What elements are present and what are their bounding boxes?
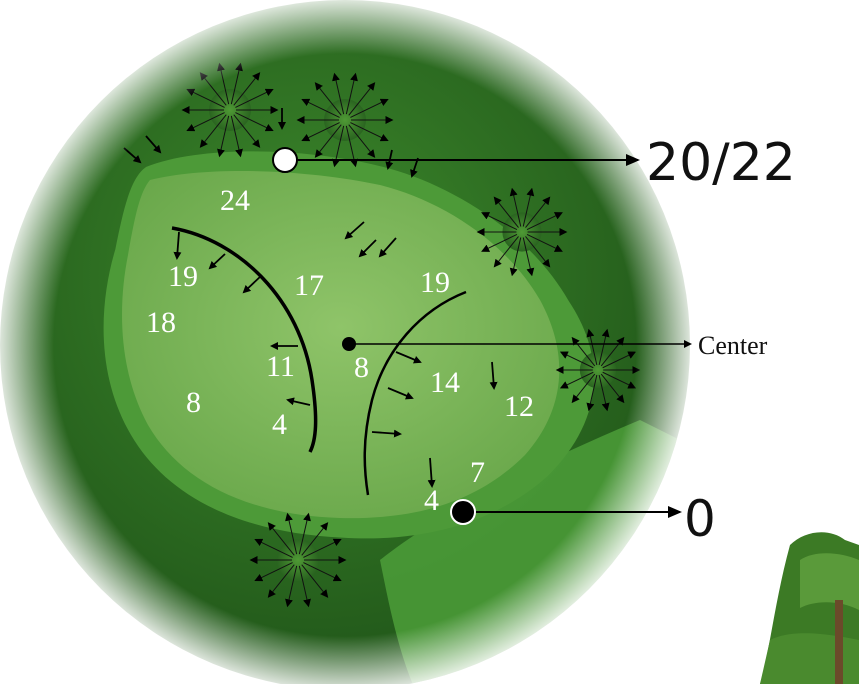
back-pin-marker-icon[interactable] <box>272 147 298 173</box>
back-distance-label: 20/22 <box>646 133 796 193</box>
center-pin-marker-icon[interactable] <box>342 337 356 351</box>
front-distance-label: 0 <box>684 490 716 548</box>
tree-photo-corner <box>760 532 859 684</box>
front-pin-marker-icon[interactable] <box>450 499 476 525</box>
center-label: Center <box>698 331 768 360</box>
